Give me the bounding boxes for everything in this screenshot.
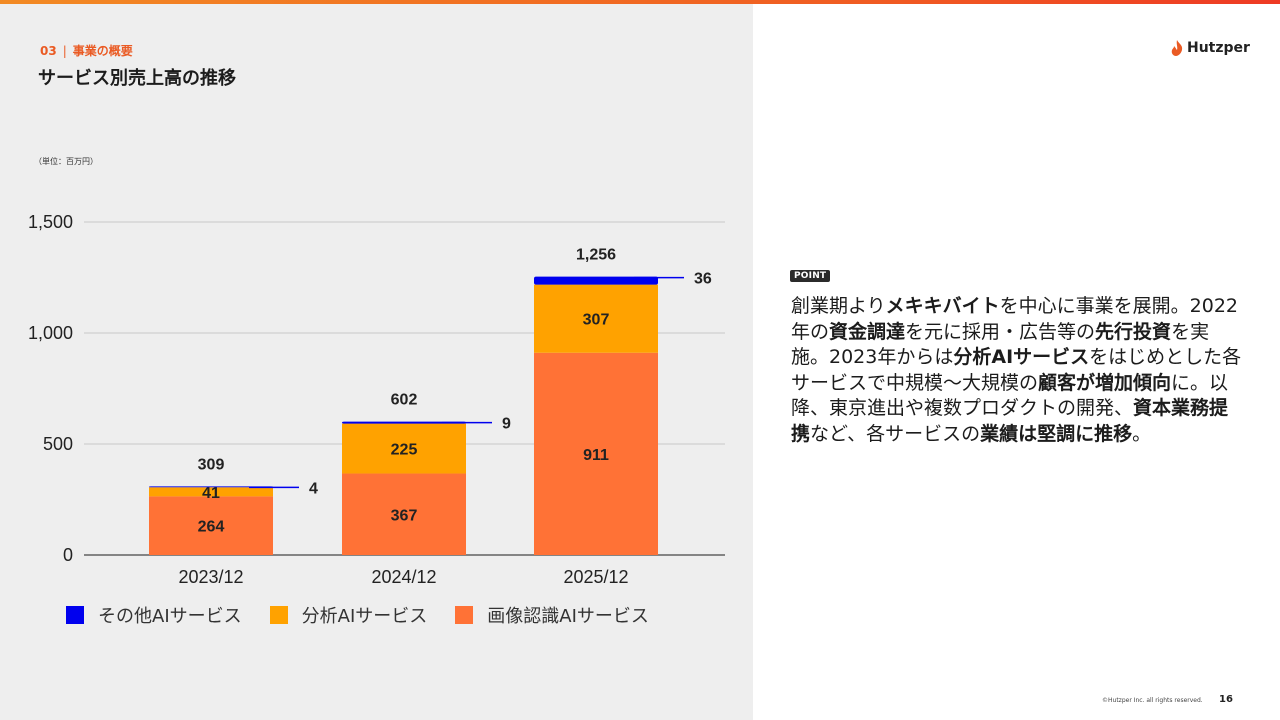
bar-segment xyxy=(342,423,466,474)
emphasis-text: メキキバイト xyxy=(885,295,1000,317)
stacked-bar-chart: 0 500 1,000 1,500 264 41 4 309 2023/12 367 225 9 602… xyxy=(28,212,725,587)
flame-logo-icon xyxy=(1171,40,1183,56)
total-label: 1,256 xyxy=(576,247,616,264)
data-label: 367 xyxy=(391,507,418,524)
bar-segment xyxy=(534,284,658,353)
bar-segment xyxy=(342,473,466,555)
bar-segment xyxy=(534,276,658,285)
emphasis-text: 顧客が増加傾向 xyxy=(1038,371,1172,394)
body-text: など、各サービスの xyxy=(810,422,981,445)
section-label: 03 | 事業の概要 xyxy=(40,42,133,59)
body-text: 創業期より xyxy=(791,295,886,317)
total-label: 602 xyxy=(391,392,418,409)
legend-swatch xyxy=(269,606,288,624)
legend-label: その他AIサービス xyxy=(98,606,242,627)
data-label: 264 xyxy=(198,519,225,536)
y-tick-label: 500 xyxy=(43,434,73,454)
data-label: 225 xyxy=(391,442,418,459)
page-title: サービス別売上高の推移 xyxy=(38,68,236,89)
body-text: を元に採用・広告等の xyxy=(905,320,1096,343)
y-tick-label: 0 xyxy=(63,545,73,565)
legend-item: 分析AIサービス xyxy=(269,602,428,628)
bar-segment xyxy=(534,352,658,555)
logo-text: Hutzper xyxy=(1187,40,1250,56)
legend-label: 分析AIサービス xyxy=(301,606,428,627)
section-name: 事業の概要 xyxy=(72,44,133,58)
emphasis-text: 資本業務提携 xyxy=(791,397,1229,445)
bar-segment xyxy=(342,421,466,424)
page-number: 16 xyxy=(1219,694,1233,705)
section-divider: | xyxy=(62,44,67,58)
legend-label: 画像認識AIサービス xyxy=(487,606,649,627)
bar-segment xyxy=(149,486,273,488)
emphasis-text: 業績は堅調に推移 xyxy=(980,422,1133,445)
x-tick-label: 2023/12 xyxy=(178,567,243,587)
body-text: をはじめとした各サービスで中規模〜大規模の xyxy=(791,346,1242,394)
point-badge: POINT xyxy=(790,270,831,282)
total-label: 309 xyxy=(198,456,225,473)
chart-legend: その他AIサービス 分析AIサービス 画像認識AIサービス xyxy=(66,602,677,628)
company-logo: Hutzper xyxy=(1170,40,1250,56)
bar-segment xyxy=(149,496,273,555)
legend-swatch xyxy=(455,606,474,624)
body-text: に。以降、東京進出や複数プロダクトの開発、 xyxy=(791,371,1229,420)
y-tick-label: 1,500 xyxy=(28,212,73,232)
x-tick-label: 2025/12 xyxy=(563,567,628,587)
legend-item: 画像認識AIサービス xyxy=(455,602,649,628)
data-label: 41 xyxy=(202,485,220,502)
bar-segment xyxy=(149,487,273,497)
emphasis-text: 分析AIサービス xyxy=(953,346,1090,368)
emphasis-text: 資金調達 xyxy=(829,320,906,343)
data-label: 4 xyxy=(309,480,318,497)
chart-unit-note: （単位：百万円） xyxy=(34,157,98,166)
point-description: 創業期よりメキキバイトを中心に事業を展開。2022年の資金調達を元に採用・広告等… xyxy=(791,294,1246,447)
data-label: 307 xyxy=(583,312,610,329)
data-label: 9 xyxy=(502,416,511,433)
footer-copyright: ©Hutzper Inc. all rights reserved. xyxy=(1102,697,1203,704)
section-number: 03 xyxy=(40,44,57,58)
data-label: 36 xyxy=(694,271,712,288)
body-text: を実施。2023年からは xyxy=(791,320,1210,369)
body-text: を中心に事業を展開。2022年の xyxy=(791,295,1238,343)
top-accent-bar xyxy=(0,0,1280,4)
data-label: 911 xyxy=(583,447,609,464)
y-tick-label: 1,000 xyxy=(28,323,73,343)
emphasis-text: 先行投資 xyxy=(1095,320,1172,343)
body-text: 。 xyxy=(1132,422,1152,445)
x-tick-label: 2024/12 xyxy=(371,567,436,587)
legend-swatch xyxy=(66,606,84,624)
legend-item: その他AIサービス xyxy=(66,602,242,628)
